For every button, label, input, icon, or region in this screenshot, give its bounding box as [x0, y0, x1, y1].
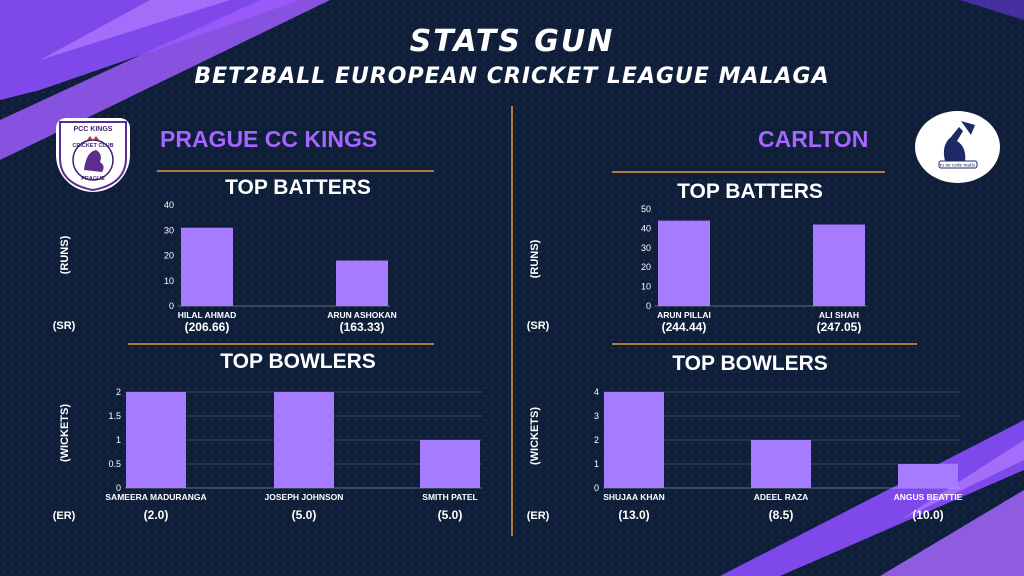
right-bowlers-title: TOP BOWLERS — [672, 352, 828, 375]
crest-icon: PCC KINGS CRICKET CLUB PRAGUE — [59, 121, 127, 192]
left-section-divider — [128, 343, 434, 345]
left-team-name: PRAGUE CC KINGS — [160, 126, 378, 152]
svg-text:CRICKET CLUB: CRICKET CLUB — [72, 143, 113, 149]
center-divider — [511, 106, 513, 536]
svg-text:PRAGUE: PRAGUE — [81, 176, 105, 182]
right-team-name: CARLTON — [758, 126, 869, 152]
prague-cc-kings-logo: PCC KINGS CRICKET CLUB PRAGUE — [56, 118, 130, 192]
left-team-underline — [157, 170, 434, 172]
svg-text:PCC KINGS: PCC KINGS — [74, 126, 113, 133]
right-batters-title: TOP BATTERS — [677, 180, 823, 203]
right-section-divider — [612, 343, 917, 345]
crest-icon: tu ne cede malis — [916, 112, 999, 182]
page-subtitle: BET2BALL EUROPEAN CRICKET LEAGUE MALAGA — [194, 64, 830, 89]
page-title: STATS GUN — [409, 24, 615, 59]
left-batters-title: TOP BATTERS — [225, 176, 371, 199]
left-bowlers-title: TOP BOWLERS — [220, 350, 376, 373]
right-team-underline — [612, 171, 885, 173]
carlton-logo: tu ne cede malis — [915, 111, 1000, 183]
svg-text:tu ne cede malis: tu ne cede malis — [940, 163, 976, 169]
